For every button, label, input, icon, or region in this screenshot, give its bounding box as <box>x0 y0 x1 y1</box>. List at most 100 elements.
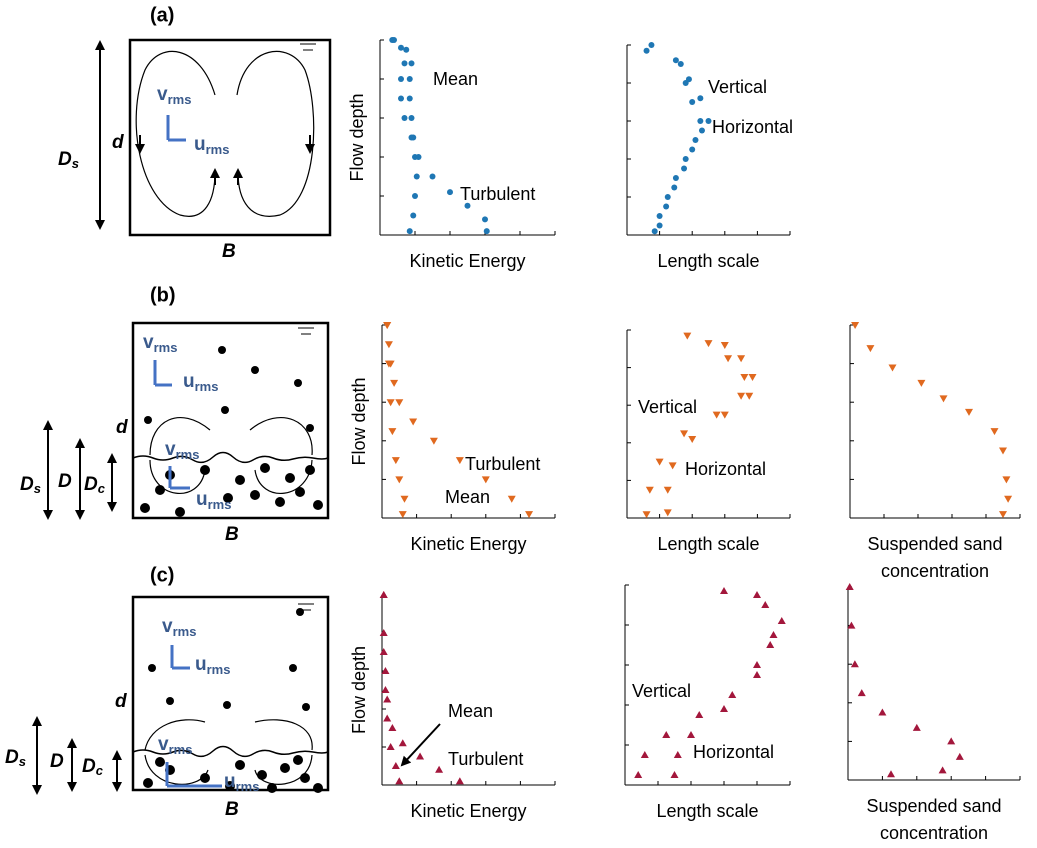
point <box>681 165 688 172</box>
point <box>390 379 399 387</box>
schematic-a: (a) Ds d vrms urms B <box>58 4 332 262</box>
point <box>720 342 729 350</box>
series-label: Vertical <box>632 681 691 701</box>
point <box>737 355 746 363</box>
velocity-arrows <box>153 360 190 490</box>
point <box>748 374 757 381</box>
d-label: d <box>115 691 127 712</box>
point <box>656 213 663 219</box>
point <box>999 447 1007 455</box>
point <box>447 189 453 196</box>
point <box>1004 495 1013 503</box>
loop <box>236 50 315 217</box>
point <box>766 641 775 648</box>
point <box>990 428 999 436</box>
series-label: Turbulent <box>460 184 535 204</box>
point <box>673 751 682 758</box>
point <box>689 99 696 105</box>
series-label: Horizontal <box>685 459 766 479</box>
point <box>398 95 404 102</box>
loop <box>135 50 216 217</box>
v-label: vrms <box>157 84 191 107</box>
point <box>662 731 671 738</box>
point <box>847 621 856 629</box>
point <box>406 76 413 82</box>
point <box>401 115 408 121</box>
series-label: Vertical <box>708 77 767 97</box>
sediment <box>143 608 323 793</box>
point <box>386 360 395 368</box>
point <box>737 392 746 400</box>
point <box>395 777 404 785</box>
point <box>379 591 388 598</box>
point <box>507 495 516 503</box>
point <box>408 60 415 67</box>
v-label: vrms <box>165 439 199 462</box>
point <box>655 458 664 466</box>
point <box>697 118 704 124</box>
point <box>416 752 425 760</box>
point <box>664 194 671 200</box>
point <box>391 37 397 43</box>
point <box>482 216 488 223</box>
x-axis-label: Length scale <box>656 801 758 821</box>
d-label: d <box>112 132 124 153</box>
point <box>391 457 400 465</box>
point <box>845 583 854 590</box>
point <box>383 322 392 329</box>
ds-label: Ds <box>5 747 26 769</box>
point <box>663 486 672 494</box>
point <box>409 418 418 426</box>
point <box>415 154 422 160</box>
point <box>866 345 875 353</box>
x-axis-label: Kinetic Energy <box>409 251 525 271</box>
point <box>483 228 490 235</box>
x-axis-label: Suspended sand <box>866 796 1001 816</box>
point <box>643 47 650 54</box>
point <box>429 437 438 445</box>
u-label: urms <box>224 771 259 794</box>
series-label: Horizontal <box>693 742 774 762</box>
bed <box>132 745 329 758</box>
point <box>753 671 761 678</box>
b-label: B <box>225 799 239 820</box>
point <box>398 739 407 747</box>
point <box>429 173 436 180</box>
point <box>525 511 534 519</box>
point <box>381 686 390 693</box>
panel-label: (b) <box>150 284 176 306</box>
point <box>379 648 388 655</box>
point <box>386 743 395 750</box>
point <box>999 511 1007 519</box>
point <box>938 766 947 774</box>
d-label: d <box>116 417 128 438</box>
series-label: Vertical <box>638 397 697 417</box>
point <box>689 146 696 153</box>
u-label: urms <box>183 371 218 394</box>
point <box>697 95 704 102</box>
series-label: Mean <box>433 69 478 89</box>
point <box>379 629 388 636</box>
x-axis-label: Kinetic Energy <box>410 801 526 821</box>
point <box>947 737 956 745</box>
v-label: vrms <box>158 734 192 757</box>
point <box>648 42 655 48</box>
point <box>887 770 895 778</box>
v-label: vrms <box>162 616 196 639</box>
point <box>381 667 390 674</box>
y-axis-label: Flow depth <box>349 646 369 734</box>
series-label: Mean <box>448 701 493 721</box>
dc-label: Dc <box>82 756 104 778</box>
point <box>663 203 670 210</box>
dc-label: Dc <box>84 474 106 496</box>
point <box>651 228 658 235</box>
point <box>398 76 404 82</box>
point <box>395 476 404 484</box>
point <box>769 631 778 638</box>
y-axis-label: Flow depth <box>347 93 367 181</box>
point <box>391 762 400 769</box>
loops <box>144 719 313 785</box>
point <box>677 61 684 67</box>
